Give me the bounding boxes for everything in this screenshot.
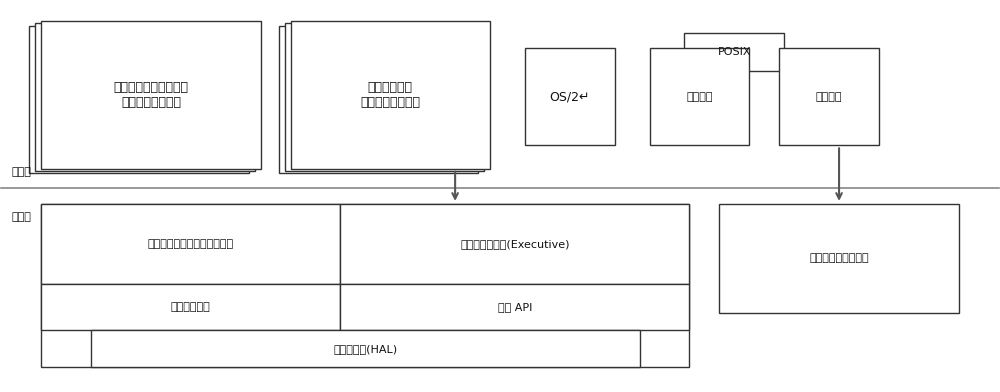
FancyBboxPatch shape: [41, 204, 340, 283]
Text: 系统 API: 系统 API: [498, 302, 532, 312]
FancyBboxPatch shape: [525, 48, 615, 145]
Text: 操作系统: 操作系统: [686, 92, 713, 102]
Text: 进程和内存管理(Executive): 进程和内存管理(Executive): [460, 239, 570, 249]
FancyBboxPatch shape: [91, 330, 640, 367]
Text: POSIX: POSIX: [718, 47, 751, 57]
FancyBboxPatch shape: [719, 204, 959, 313]
Text: OS/2↵: OS/2↵: [550, 90, 590, 103]
FancyBboxPatch shape: [35, 23, 255, 171]
Text: 操作系统: 操作系统: [816, 92, 842, 102]
Text: 多分段进程对列比对算法模块: 多分段进程对列比对算法模块: [148, 239, 234, 249]
FancyBboxPatch shape: [41, 283, 340, 330]
FancyBboxPatch shape: [41, 204, 689, 367]
Text: 用户态: 用户态: [11, 167, 31, 176]
Text: 视窗和图形驱动程序: 视窗和图形驱动程序: [809, 253, 869, 263]
FancyBboxPatch shape: [779, 48, 879, 145]
FancyBboxPatch shape: [285, 23, 484, 171]
Text: 系统服务进程文件系统
子系统动态链接库: 系统服务进程文件系统 子系统动态链接库: [113, 81, 188, 109]
FancyBboxPatch shape: [291, 21, 490, 169]
FancyBboxPatch shape: [340, 204, 689, 283]
Text: 用户应用程序
子系统动态链接库: 用户应用程序 子系统动态链接库: [360, 81, 420, 109]
FancyBboxPatch shape: [279, 25, 478, 173]
FancyBboxPatch shape: [41, 21, 261, 169]
Text: 设备驱动程序: 设备驱动程序: [171, 302, 211, 312]
FancyBboxPatch shape: [684, 33, 784, 71]
FancyBboxPatch shape: [29, 25, 249, 173]
FancyBboxPatch shape: [340, 283, 689, 330]
Text: 内核态: 内核态: [11, 212, 31, 221]
FancyBboxPatch shape: [650, 48, 749, 145]
Text: 硬件抽象层(HAL): 硬件抽象层(HAL): [333, 344, 397, 354]
